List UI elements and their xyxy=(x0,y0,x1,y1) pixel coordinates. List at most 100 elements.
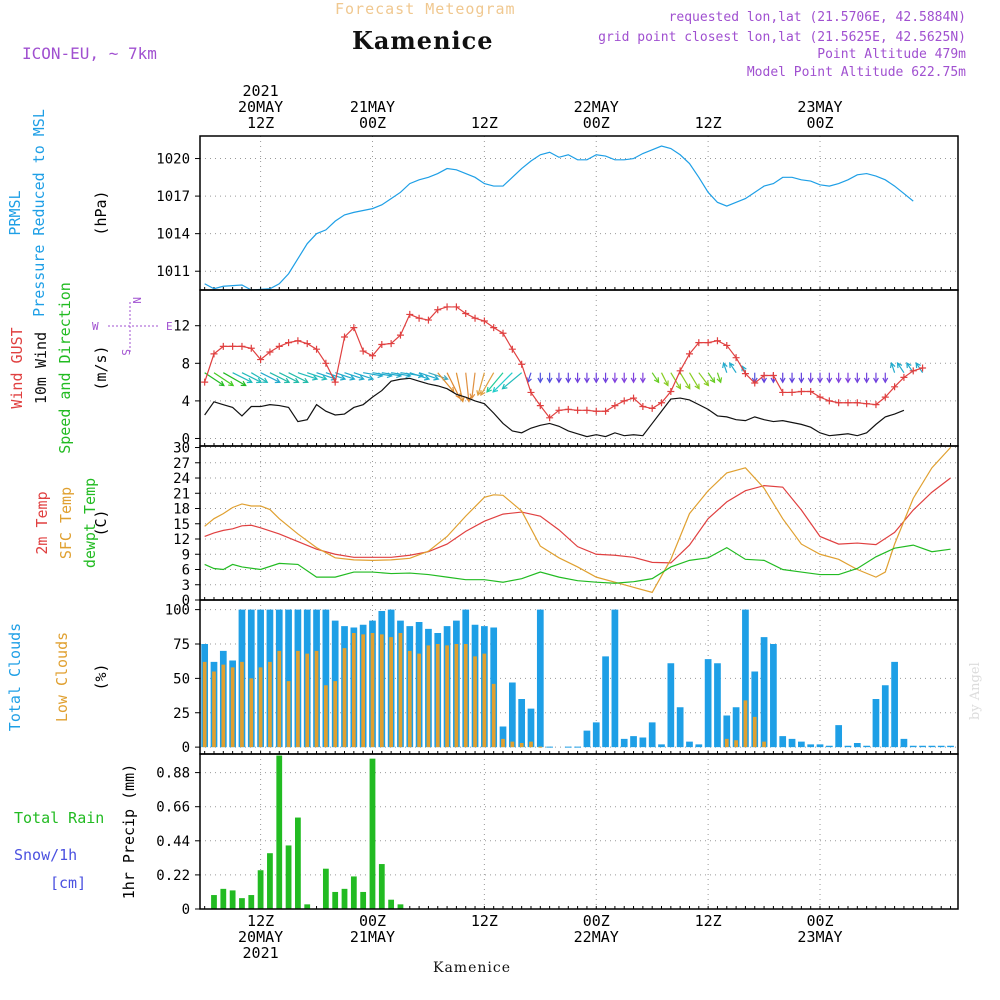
wind-arrow-head xyxy=(845,377,851,384)
series-line-temperature-2 xyxy=(204,544,951,584)
wind-arrow xyxy=(204,372,225,386)
wind-arrow-head xyxy=(492,386,499,393)
wind-arrow xyxy=(486,372,504,393)
bar-clouds-low xyxy=(305,653,310,748)
gust-marker xyxy=(835,399,843,407)
bar-precip-main xyxy=(285,845,292,909)
wind-arrow-head xyxy=(349,375,356,381)
gust-marker xyxy=(452,303,460,311)
time-label-bottom: 2021 xyxy=(243,944,279,962)
bar-clouds-low xyxy=(473,656,477,748)
wind-arrow-head xyxy=(302,377,309,384)
gust-marker xyxy=(303,340,311,348)
legend-label: Pressure Reduced to MSL xyxy=(30,109,48,317)
wind-arrow xyxy=(471,372,476,399)
bar-clouds-main xyxy=(872,699,880,748)
gust-marker xyxy=(219,342,227,350)
y-axis-unit-label: (m/s) xyxy=(92,345,110,390)
wind-arrow-head xyxy=(565,377,572,384)
gust-marker xyxy=(639,403,647,411)
wind-arrow-head xyxy=(663,380,669,387)
gust-marker xyxy=(294,337,302,345)
bar-clouds-main xyxy=(322,609,330,748)
wind-arrow-head xyxy=(262,377,269,383)
wind-arrow-head xyxy=(779,377,786,384)
legend-label: Low Clouds xyxy=(53,632,71,722)
wind-arrow xyxy=(651,372,660,383)
wind-arrow-head xyxy=(423,375,431,381)
bar-precip-main xyxy=(322,868,329,909)
bar-clouds-low xyxy=(407,650,412,748)
wind-arrow-head xyxy=(574,377,581,384)
legend-label: Total Clouds xyxy=(6,623,24,731)
bar-precip-main xyxy=(220,888,227,909)
time-label-top: 00Z xyxy=(583,114,610,132)
wind-arrow xyxy=(707,372,716,383)
legend-label: SFC Temp xyxy=(57,487,75,559)
gust-marker xyxy=(891,383,899,391)
wind-arrow xyxy=(241,372,262,383)
wind-arrow xyxy=(729,362,737,374)
wind-arrow-head xyxy=(716,377,723,384)
gust-marker xyxy=(704,339,712,347)
y-tick-label: 0.44 xyxy=(156,834,190,850)
bar-clouds-low xyxy=(249,678,254,748)
bar-precip-main xyxy=(388,899,395,909)
bar-clouds-main xyxy=(947,745,954,748)
author-byline: by Angel xyxy=(968,662,983,720)
wind-arrow xyxy=(465,372,470,402)
bar-clouds-main xyxy=(779,736,787,748)
bar-clouds-low xyxy=(221,664,226,748)
y-tick-label: 0 xyxy=(182,740,190,756)
series-line-pressure-0 xyxy=(204,145,914,291)
time-label-bottom: 12Z xyxy=(247,912,274,930)
bar-clouds-low xyxy=(445,645,449,748)
gust-marker xyxy=(574,406,582,414)
gust-marker xyxy=(695,339,703,347)
time-label-top: 12Z xyxy=(247,114,274,132)
y-axis-unit-label: 1hr Precip (mm) xyxy=(120,764,138,899)
y-tick-label: 3 xyxy=(182,578,190,594)
gust-marker xyxy=(238,342,246,350)
gust-marker xyxy=(285,339,293,347)
wind-arrow xyxy=(335,372,355,380)
bar-clouds-low xyxy=(296,650,300,748)
bar-clouds-main xyxy=(937,745,945,748)
wind-arrow xyxy=(250,372,268,383)
gust-marker xyxy=(359,347,367,355)
bar-clouds-low xyxy=(342,648,347,748)
gust-marker xyxy=(424,316,432,324)
bar-clouds-low xyxy=(389,637,393,748)
bar-clouds-main xyxy=(881,685,889,748)
wind-arrow-head xyxy=(653,377,660,384)
gust-marker xyxy=(536,402,544,410)
wind-arrow xyxy=(269,372,290,383)
bar-clouds-main xyxy=(863,745,870,748)
bar-clouds-low xyxy=(762,741,766,748)
bar-precip-main xyxy=(295,817,301,909)
bar-clouds-low xyxy=(519,743,524,748)
compass-cross xyxy=(108,302,160,352)
gust-marker xyxy=(341,333,349,341)
gust-marker xyxy=(667,387,675,395)
requested-coords: requested lon,lat (21.5706E, 42.5884N) xyxy=(668,10,966,25)
wind-arrow xyxy=(391,372,411,377)
wind-arrow-head xyxy=(469,393,476,400)
wind-arrow xyxy=(502,372,523,390)
wind-arrow-head xyxy=(240,380,247,387)
bar-precip-main xyxy=(267,853,273,909)
wind-arrow xyxy=(278,372,299,383)
gust-marker xyxy=(378,341,386,349)
bar-clouds-main xyxy=(518,699,526,748)
bar-precip-main xyxy=(276,755,283,909)
gust-marker xyxy=(723,341,731,349)
legend-label: 10m Wind xyxy=(32,332,50,404)
bar-clouds-main xyxy=(695,744,703,748)
y-tick-label: 50 xyxy=(173,671,190,687)
y-tick-label: 0.22 xyxy=(156,868,190,884)
wind-arrow xyxy=(477,372,485,396)
bar-precip-main xyxy=(304,904,311,909)
wind-arrow-head xyxy=(817,377,823,384)
bar-clouds-main xyxy=(686,741,693,748)
wind-arrow xyxy=(223,372,247,387)
